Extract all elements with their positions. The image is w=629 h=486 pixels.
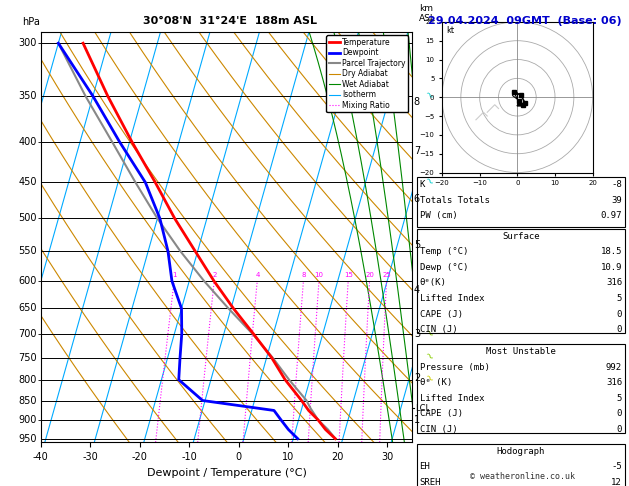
Text: 700: 700 — [19, 329, 37, 339]
Text: 8: 8 — [301, 272, 306, 278]
Text: LCL: LCL — [415, 404, 430, 413]
Text: K: K — [420, 180, 425, 190]
Text: 500: 500 — [19, 213, 37, 224]
Text: Pressure (mb): Pressure (mb) — [420, 363, 489, 372]
Text: 3: 3 — [414, 330, 420, 339]
Text: 6: 6 — [414, 193, 420, 204]
Text: kt: kt — [446, 26, 454, 35]
Text: Lifted Index: Lifted Index — [420, 394, 484, 403]
Text: 5: 5 — [616, 294, 622, 303]
Text: 900: 900 — [19, 415, 37, 425]
Text: 0: 0 — [616, 409, 622, 418]
Text: 10.9: 10.9 — [601, 263, 622, 272]
Text: Totals Totals: Totals Totals — [420, 196, 489, 205]
Text: 400: 400 — [19, 137, 37, 147]
Text: CIN (J): CIN (J) — [420, 325, 457, 334]
Text: 950: 950 — [19, 434, 37, 444]
Text: 850: 850 — [19, 396, 37, 405]
Text: ~: ~ — [421, 373, 435, 386]
Text: 7: 7 — [414, 146, 420, 156]
Text: 0: 0 — [616, 325, 622, 334]
Text: 650: 650 — [19, 303, 37, 313]
Text: Hodograph: Hodograph — [497, 447, 545, 456]
Text: ~: ~ — [421, 175, 435, 189]
Text: θᵉ (K): θᵉ (K) — [420, 378, 452, 387]
Text: 5: 5 — [414, 240, 420, 250]
Text: CAPE (J): CAPE (J) — [420, 409, 462, 418]
Text: 2: 2 — [414, 373, 420, 382]
Legend: Temperature, Dewpoint, Parcel Trajectory, Dry Adiabat, Wet Adiabat, Isotherm, Mi: Temperature, Dewpoint, Parcel Trajectory… — [326, 35, 408, 112]
Text: Most Unstable: Most Unstable — [486, 347, 556, 356]
Text: km
ASL: km ASL — [420, 4, 437, 23]
Text: θᵉ(K): θᵉ(K) — [420, 278, 447, 288]
Text: Temp (°C): Temp (°C) — [420, 247, 468, 257]
Text: CIN (J): CIN (J) — [420, 425, 457, 434]
Text: EH: EH — [420, 462, 430, 471]
Text: 992: 992 — [606, 363, 622, 372]
Text: 8: 8 — [414, 97, 420, 107]
Text: Lifted Index: Lifted Index — [420, 294, 484, 303]
Text: 316: 316 — [606, 278, 622, 288]
Text: ~: ~ — [421, 327, 435, 341]
Text: 18.5: 18.5 — [601, 247, 622, 257]
Text: SREH: SREH — [420, 478, 441, 486]
Text: 5: 5 — [616, 394, 622, 403]
Text: 15: 15 — [344, 272, 353, 278]
Text: 750: 750 — [18, 352, 37, 363]
Text: 2: 2 — [213, 272, 217, 278]
Text: ~: ~ — [421, 89, 435, 103]
Text: -8: -8 — [611, 180, 622, 190]
Text: 350: 350 — [19, 91, 37, 101]
Text: 316: 316 — [606, 378, 622, 387]
Text: 800: 800 — [19, 375, 37, 385]
Text: 30°08'N  31°24'E  188m ASL: 30°08'N 31°24'E 188m ASL — [143, 16, 316, 26]
Text: 20: 20 — [365, 272, 374, 278]
Text: -5: -5 — [611, 462, 622, 471]
Text: 0: 0 — [616, 310, 622, 319]
Text: 10: 10 — [314, 272, 324, 278]
Text: hPa: hPa — [23, 17, 40, 28]
Text: PW (cm): PW (cm) — [420, 211, 457, 221]
Text: ~: ~ — [421, 351, 435, 364]
Text: 0.97: 0.97 — [601, 211, 622, 221]
Text: 4: 4 — [414, 285, 420, 295]
X-axis label: Dewpoint / Temperature (°C): Dewpoint / Temperature (°C) — [147, 468, 306, 478]
Text: 450: 450 — [19, 177, 37, 187]
Text: Surface: Surface — [502, 232, 540, 241]
Text: Dewp (°C): Dewp (°C) — [420, 263, 468, 272]
Text: 600: 600 — [19, 276, 37, 286]
Text: 25: 25 — [382, 272, 391, 278]
Text: 39: 39 — [611, 196, 622, 205]
Text: 12: 12 — [611, 478, 622, 486]
Text: © weatheronline.co.uk: © weatheronline.co.uk — [470, 472, 574, 481]
Text: 4: 4 — [255, 272, 260, 278]
Text: 550: 550 — [18, 246, 37, 256]
Text: CAPE (J): CAPE (J) — [420, 310, 462, 319]
Text: 300: 300 — [19, 38, 37, 48]
Text: 1: 1 — [414, 415, 420, 425]
Text: 29.04.2024  09GMT  (Base: 06): 29.04.2024 09GMT (Base: 06) — [428, 16, 622, 26]
Text: 0: 0 — [616, 425, 622, 434]
Text: 1: 1 — [172, 272, 177, 278]
